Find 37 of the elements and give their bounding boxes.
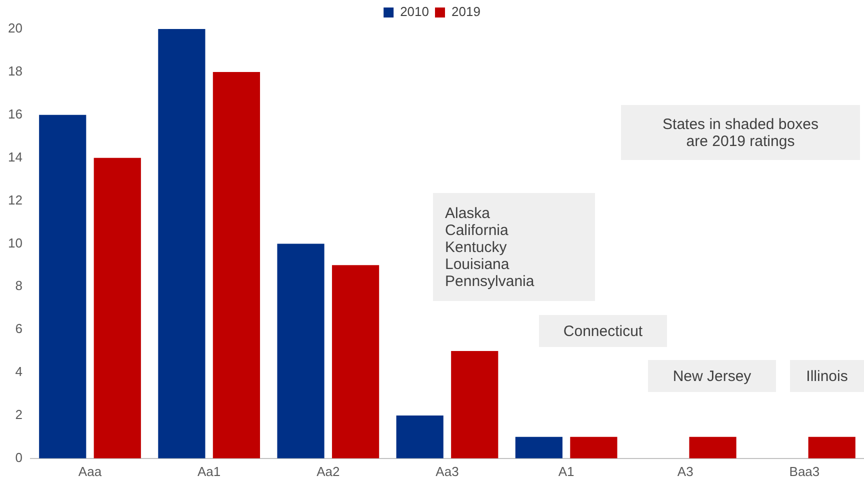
bar <box>39 114 86 458</box>
y-tick-label: 2 <box>15 407 22 422</box>
y-tick-label: 14 <box>8 149 22 164</box>
y-tick-label: 20 <box>8 20 22 36</box>
bar <box>158 29 206 458</box>
bar <box>396 415 444 458</box>
bar <box>515 436 562 458</box>
y-tick-label: 10 <box>8 235 22 250</box>
x-tick-label: Aa1 <box>198 464 221 479</box>
y-tick-label: 6 <box>15 321 22 336</box>
annotation: Connecticut <box>563 322 643 340</box>
bar <box>277 244 324 458</box>
x-tick-label: Aa3 <box>436 464 459 479</box>
x-tick-label: A3 <box>677 464 694 479</box>
y-tick-label: 12 <box>8 192 22 208</box>
x-tick-label: A1 <box>558 464 574 479</box>
y-tick-label: 18 <box>8 64 22 79</box>
y-tick-label: 8 <box>15 278 22 294</box>
y-tick-label: 4 <box>15 364 22 380</box>
bar <box>808 436 856 458</box>
bar <box>94 158 141 458</box>
annotation: New Jersey <box>672 368 752 384</box>
legend-label: 2010 <box>400 4 429 20</box>
x-tick-label: Baa3 <box>789 464 820 479</box>
annotation: Illinois <box>806 368 848 384</box>
bar <box>689 436 736 458</box>
bar <box>332 265 380 458</box>
y-tick-label: 0 <box>15 450 22 465</box>
annotation: Alaska California Kentucky Louisiana Pennsylvania <box>445 204 534 290</box>
y-tick-label: 16 <box>8 106 22 122</box>
x-tick-label: Aaa <box>78 464 102 479</box>
legend-label: 2019 <box>452 4 480 20</box>
x-tick-label: Aa2 <box>316 464 340 479</box>
bar <box>570 436 618 458</box>
bar <box>212 72 260 458</box>
bar <box>451 351 498 458</box>
annotation: States in shaded boxes are 2019 ratings <box>662 116 820 150</box>
